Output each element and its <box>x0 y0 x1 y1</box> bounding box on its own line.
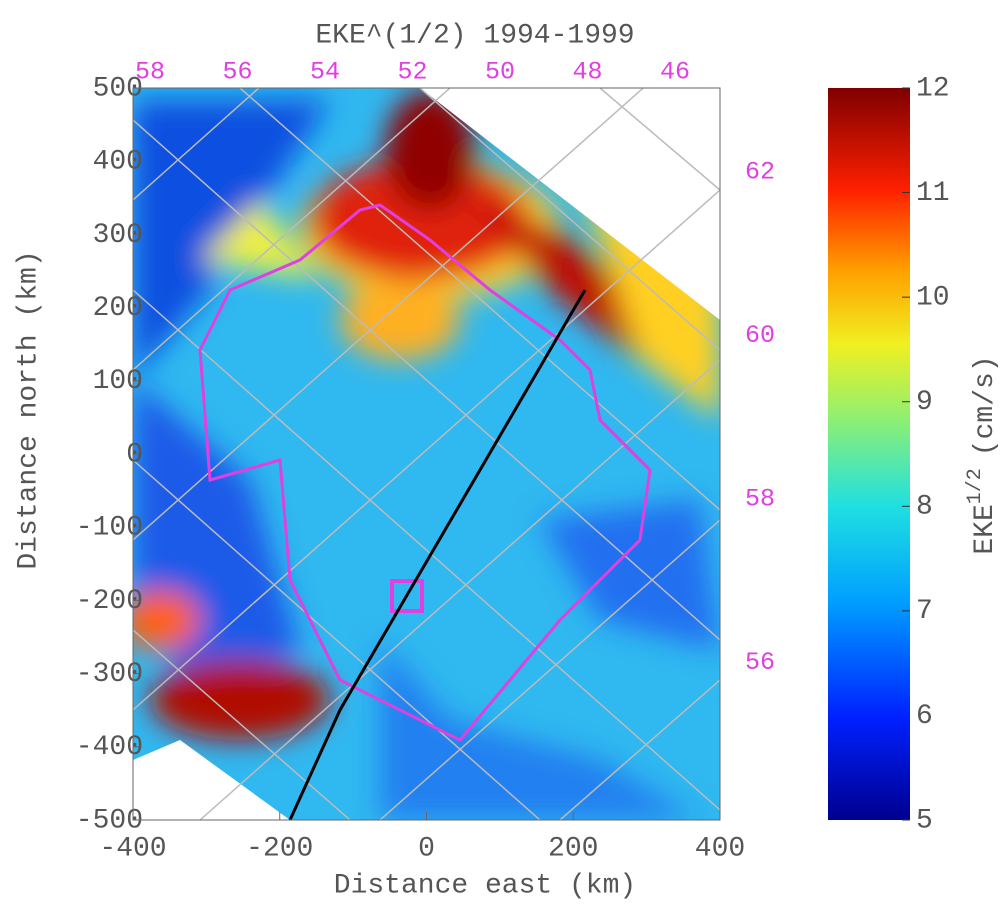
y-tick-label: 200 <box>93 293 143 324</box>
colorbar-tick-label: 10 <box>916 283 950 314</box>
y-tick-label: -200 <box>76 586 143 617</box>
longitude-label: 48 <box>572 58 602 87</box>
x-tick-label: 400 <box>695 833 745 864</box>
y-tick-label: 300 <box>93 220 143 251</box>
colorbar-label-unit: (cm/s) <box>970 355 1001 456</box>
longitude-label: 50 <box>485 58 515 87</box>
colorbar-tick-label: 9 <box>916 387 933 418</box>
colorbar-tick-label: 5 <box>916 805 933 836</box>
y-axis-label: Distance north (km) <box>13 250 44 569</box>
x-tick-label: -400 <box>99 833 166 864</box>
colorbar-label-main: EKE <box>970 504 1001 554</box>
y-tick-label: -300 <box>76 659 143 690</box>
y-tick-label: 0 <box>126 439 143 470</box>
colorbar-label: EKE1/2 (cm/s) <box>964 355 1001 554</box>
colorbar-tick-label: 8 <box>916 492 933 523</box>
y-tick-label: 100 <box>93 366 143 397</box>
colorbar-tick-label: 7 <box>916 596 933 627</box>
latitude-label: 58 <box>745 485 775 514</box>
colorbar-label-superscript: 1/2 <box>964 468 987 504</box>
y-tick-label: 500 <box>93 73 143 104</box>
latitude-label: 56 <box>745 648 775 677</box>
longitude-label: 46 <box>660 58 690 87</box>
y-tick-label: -400 <box>76 732 143 763</box>
longitude-label: 56 <box>222 58 252 87</box>
colorbar-tick-label: 11 <box>916 178 950 209</box>
eke-field <box>133 88 720 820</box>
longitude-label: 54 <box>310 58 340 87</box>
chart-title: EKE^(1/2) 1994-1999 <box>315 20 634 51</box>
x-tick-label: 0 <box>418 833 435 864</box>
y-tick-label: -500 <box>76 805 143 836</box>
colorbar-tick-label: 12 <box>916 73 950 104</box>
colorbar <box>828 88 910 820</box>
latitude-label: 62 <box>745 158 775 187</box>
colorbar-tick-label: 6 <box>916 701 933 732</box>
x-tick-label: 200 <box>548 833 598 864</box>
x-tick-label: -200 <box>246 833 313 864</box>
longitude-label: 52 <box>397 58 427 87</box>
longitude-label: 58 <box>135 58 165 87</box>
latitude-label: 60 <box>745 321 775 350</box>
y-tick-label: -100 <box>76 513 143 544</box>
y-tick-label: 400 <box>93 147 143 178</box>
x-axis-label: Distance east (km) <box>334 870 636 901</box>
